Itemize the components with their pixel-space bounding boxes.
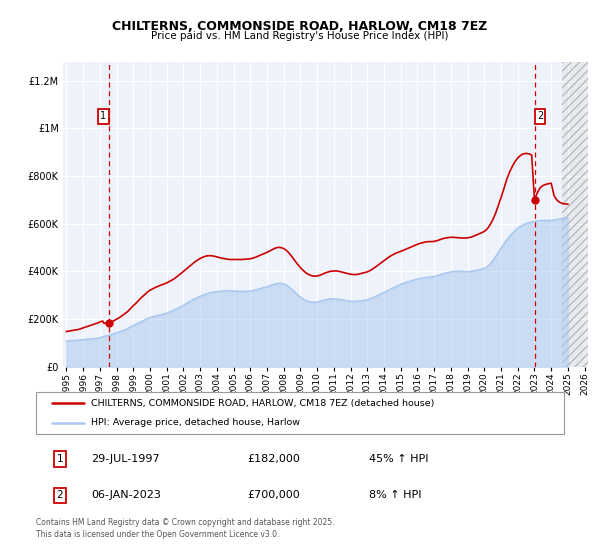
- FancyBboxPatch shape: [36, 392, 564, 434]
- Text: CHILTERNS, COMMONSIDE ROAD, HARLOW, CM18 7EZ: CHILTERNS, COMMONSIDE ROAD, HARLOW, CM18…: [112, 20, 488, 32]
- Text: Price paid vs. HM Land Registry's House Price Index (HPI): Price paid vs. HM Land Registry's House …: [151, 31, 449, 41]
- Text: 1: 1: [56, 454, 63, 464]
- Text: 8% ↑ HPI: 8% ↑ HPI: [368, 491, 421, 501]
- Text: £700,000: £700,000: [247, 491, 300, 501]
- Text: 2: 2: [56, 491, 63, 501]
- Bar: [562, 62, 588, 367]
- Text: £182,000: £182,000: [247, 454, 300, 464]
- Text: 06-JAN-2023: 06-JAN-2023: [91, 491, 161, 501]
- Text: CHILTERNS, COMMONSIDE ROAD, HARLOW, CM18 7EZ (detached house): CHILTERNS, COMMONSIDE ROAD, HARLOW, CM18…: [91, 399, 435, 408]
- Text: 45% ↑ HPI: 45% ↑ HPI: [368, 454, 428, 464]
- Bar: [562, 62, 588, 367]
- Text: 1: 1: [100, 111, 107, 122]
- Text: HPI: Average price, detached house, Harlow: HPI: Average price, detached house, Harl…: [91, 418, 301, 427]
- Text: 29-JUL-1997: 29-JUL-1997: [91, 454, 160, 464]
- Text: Contains HM Land Registry data © Crown copyright and database right 2025.
This d: Contains HM Land Registry data © Crown c…: [36, 518, 335, 539]
- Text: 2: 2: [537, 111, 544, 122]
